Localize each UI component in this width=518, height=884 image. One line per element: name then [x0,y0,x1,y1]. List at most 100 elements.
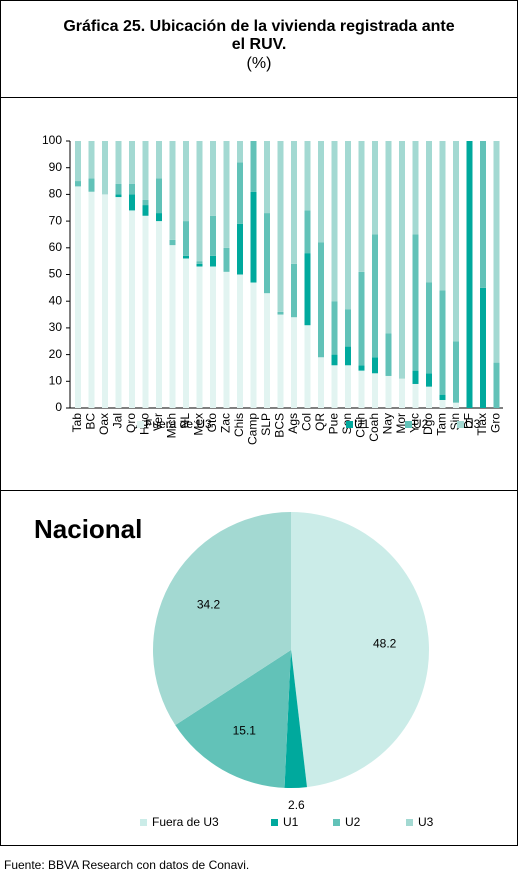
bar-segment [210,266,216,408]
y-tick-label: 20 [49,347,63,361]
legend-swatch [271,819,278,826]
bar-segment [304,141,311,211]
bar-segment [264,141,270,214]
bar-segment [331,365,338,408]
x-tick-label: Tam [435,413,449,436]
bar-segment [412,383,419,408]
bar-segment [102,141,108,195]
pie-title: Nacional [34,514,142,544]
bar-segment [331,141,338,302]
bar-segment [196,141,203,262]
x-tick-label: Camp [246,413,260,445]
bar-segment [480,141,486,288]
bar-segment [129,141,135,184]
bar-segment [75,186,81,408]
legend-swatch [406,819,413,826]
data-label: 2.6 [288,798,305,812]
bar-segment [183,141,189,222]
bar-segment [291,263,297,318]
bar-segment [399,378,405,408]
bar-segment [156,213,162,222]
bar-segment [318,141,324,243]
bar-segment [277,311,284,315]
y-tick-label: 50 [49,267,63,281]
y-tick-label: 0 [55,400,62,414]
x-tick-label: Ver [151,413,165,431]
bar-segment [142,205,149,216]
x-tick-label: Hgo [138,413,152,435]
bar-segment [156,141,162,179]
bar-segment [88,191,95,408]
bar-segment [169,141,176,240]
legend-label: U1 [283,815,299,829]
bar-segment [412,234,419,371]
bar-segment [385,375,392,408]
legend-label: U3 [465,417,481,431]
bar-segment [183,258,189,408]
bar-segment [331,301,338,355]
x-tick-label: Gro [489,413,503,433]
bar-segment [291,317,297,408]
x-tick-label: Nay [381,413,395,434]
bar-segment [372,373,378,408]
bar-segment [439,290,446,395]
pie-slice [284,650,307,788]
x-tick-label: Oax [97,413,111,435]
bar-segment [304,325,311,408]
bar-segment [345,365,351,408]
data-label: 48.2 [373,637,397,651]
y-tick-label: 30 [49,320,63,334]
x-tick-label: Yuc [408,413,422,433]
y-tick-label: 40 [49,293,63,307]
bar-segment [291,141,297,264]
x-tick-label: Chis [232,413,246,437]
bar-segment [318,357,324,408]
data-label: 34.2 [197,597,221,611]
bar-segment [439,141,446,291]
bar-segment [358,365,365,371]
bar-segment [223,247,230,272]
bar-segment [210,255,216,267]
bar-segment [223,271,230,408]
source: Fuente: BBVA Research con datos de Conav… [4,858,249,872]
bar-segment [210,215,216,256]
y-tick-label: 70 [49,213,63,227]
bar-segment [129,210,135,408]
x-tick-label: Tlax [475,413,489,436]
bar-segment [412,370,419,384]
bar-segment [183,221,189,256]
bar-segment [250,191,257,283]
pie-slice [175,650,291,788]
bar-segment [223,141,230,248]
x-tick-label: Zac [219,413,233,433]
bar-segment [453,402,459,408]
bar-segment [453,141,459,342]
bar-segment [304,253,311,326]
x-tick-label: Gto [205,413,219,433]
bar-segment [250,141,257,192]
bar-segment [399,141,405,379]
bar-segment [439,394,446,400]
bar-segment [264,293,270,408]
bar-segment [345,346,351,366]
bar-segment [210,141,216,216]
bar-segment [331,354,338,366]
legend-label: U2 [413,417,429,431]
bar-segment [453,341,459,403]
bar-segment [358,370,365,408]
bar-segment [439,399,446,408]
x-tick-label: Col [300,413,314,431]
bar-segment [358,141,365,272]
bar-segment [304,210,311,254]
legend-label: U3 [418,815,434,829]
bar-segment [426,373,432,387]
bar-segment [196,261,203,264]
bar-segment [88,141,95,179]
x-tick-label: Qro [124,413,138,433]
bar-segment [129,194,135,211]
bar-segment [142,141,149,200]
x-tick-label: DF [462,413,476,429]
bar-segment [156,178,162,214]
